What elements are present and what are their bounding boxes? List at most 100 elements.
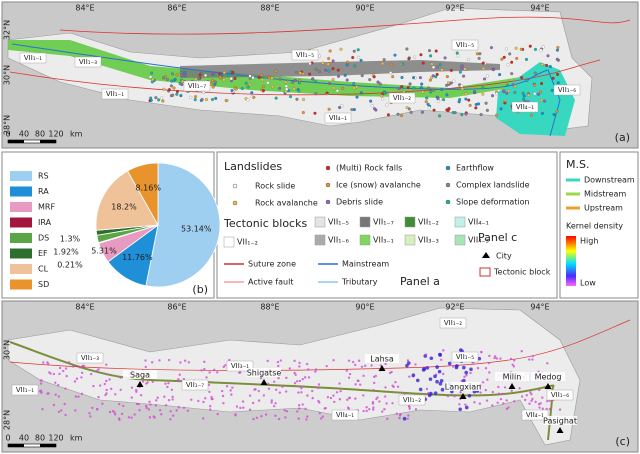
point xyxy=(546,54,550,58)
density-point xyxy=(486,378,489,381)
density-point xyxy=(513,359,516,362)
point xyxy=(189,95,193,99)
density-point xyxy=(230,393,233,396)
density-point xyxy=(297,391,300,394)
point xyxy=(445,83,449,87)
point xyxy=(227,73,231,77)
zone-label: VII₁₋₂ xyxy=(403,396,421,404)
point xyxy=(308,61,312,65)
density-point xyxy=(235,405,239,408)
density-point xyxy=(491,404,494,407)
point xyxy=(435,72,439,76)
legend-symbol xyxy=(325,182,331,188)
point xyxy=(252,95,256,99)
point xyxy=(540,82,544,86)
value-label: 53.14% xyxy=(181,224,212,233)
density-point xyxy=(408,407,411,410)
density-point xyxy=(178,373,181,376)
point xyxy=(482,67,486,71)
density-point xyxy=(338,382,341,385)
density-point xyxy=(212,368,216,372)
density-point xyxy=(164,404,168,407)
legend-swatch xyxy=(10,248,32,259)
density-point xyxy=(62,369,65,373)
legend-label: CL xyxy=(38,265,49,274)
point xyxy=(175,92,179,96)
value-label: 18.2% xyxy=(111,203,137,212)
scale-label: 0 xyxy=(5,130,10,139)
point xyxy=(161,99,165,103)
density-point xyxy=(147,408,151,411)
density-point xyxy=(148,400,151,403)
density-point xyxy=(274,414,277,417)
scale-label: km xyxy=(70,130,83,139)
zone-label: VII₁₋₂ xyxy=(393,94,411,102)
point xyxy=(541,45,545,49)
zone-box xyxy=(521,409,549,421)
density-point xyxy=(74,409,77,412)
density-point xyxy=(375,397,378,401)
density-point xyxy=(144,365,147,369)
density-point xyxy=(518,387,521,390)
density-point xyxy=(251,401,255,405)
density-point xyxy=(339,389,342,393)
point xyxy=(485,108,489,112)
density-point xyxy=(371,408,375,411)
density-point xyxy=(338,398,342,401)
lon-label: 92°E xyxy=(445,303,464,312)
density-point xyxy=(130,396,133,399)
block-swatch xyxy=(359,216,371,228)
block-swatch xyxy=(314,216,326,228)
zone-label: VII₁₋₃ xyxy=(79,58,97,66)
lon-label: 94°E xyxy=(530,4,549,13)
density-point xyxy=(169,410,172,413)
point xyxy=(318,70,322,74)
point xyxy=(425,96,429,100)
density-point xyxy=(440,358,443,362)
point xyxy=(261,84,265,88)
point xyxy=(378,82,382,86)
density-point xyxy=(491,390,494,394)
density-point xyxy=(385,402,388,405)
density-point xyxy=(402,416,407,421)
zone-label: VII₁₋₅ xyxy=(456,353,474,361)
density-point xyxy=(358,383,362,386)
legend-label: VII₁₋₂ xyxy=(237,238,258,247)
point xyxy=(548,65,552,69)
point xyxy=(500,57,504,61)
density-point xyxy=(248,408,252,411)
point xyxy=(230,89,234,93)
density-point xyxy=(118,418,121,421)
point xyxy=(401,62,405,66)
density-point xyxy=(363,364,367,367)
point xyxy=(150,71,154,75)
point xyxy=(220,73,224,77)
density-point xyxy=(138,409,141,412)
scale-label: 40 xyxy=(19,434,29,443)
point xyxy=(543,99,547,103)
faults xyxy=(9,16,631,96)
density-point xyxy=(151,380,154,383)
density-point xyxy=(58,366,62,370)
point xyxy=(160,96,164,100)
city-marker xyxy=(556,427,564,433)
density-point xyxy=(285,376,288,380)
density-point xyxy=(221,394,225,398)
point xyxy=(382,91,386,95)
point xyxy=(314,68,318,72)
density-point xyxy=(446,394,450,398)
legend-swatch xyxy=(10,233,32,243)
density-point xyxy=(480,350,483,354)
point xyxy=(194,95,198,99)
point xyxy=(420,82,424,86)
density-point xyxy=(384,395,387,398)
legend-label: High xyxy=(580,237,598,246)
density-point xyxy=(163,395,166,398)
density-point xyxy=(277,417,281,421)
density-point xyxy=(58,372,61,376)
density-point xyxy=(225,384,229,388)
density-point xyxy=(478,402,482,405)
density-point xyxy=(97,395,100,399)
point xyxy=(481,92,485,96)
